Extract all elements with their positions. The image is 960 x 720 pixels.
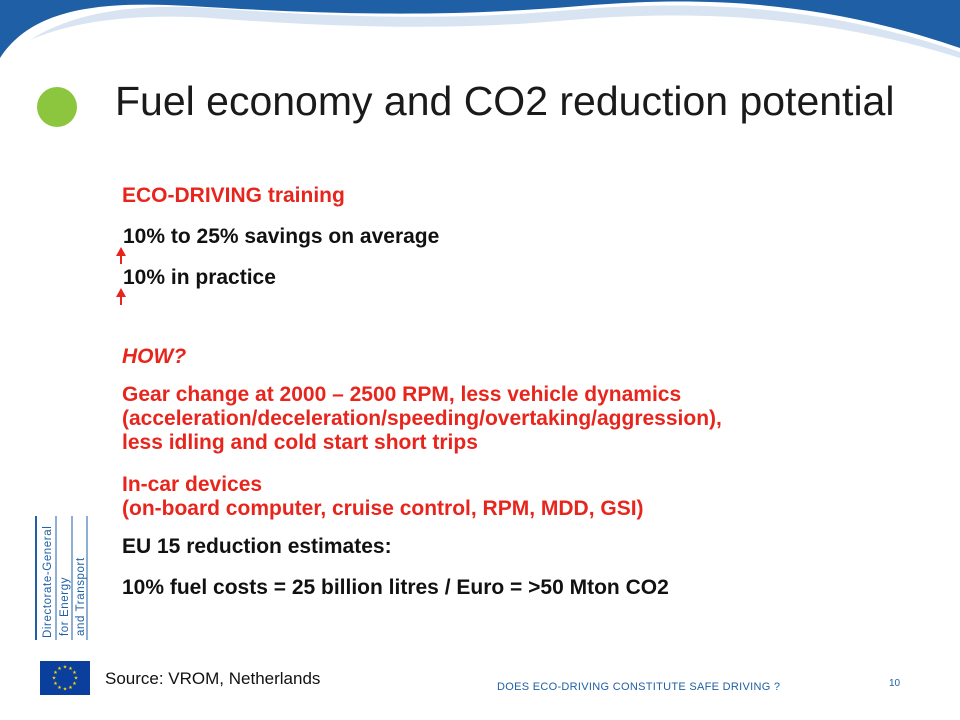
slide-body: ECO-DRIVING training 10% to 25% savings … — [116, 184, 942, 600]
svg-text:★: ★ — [72, 681, 77, 687]
svg-text:★: ★ — [63, 687, 68, 693]
directorate-general-logo: Directorate-General for Energy and Trans… — [35, 516, 88, 640]
slide-title: Fuel economy and CO2 reduction potential — [115, 78, 895, 124]
savings-practice-item: 10% in practice — [116, 266, 942, 305]
svg-text:★: ★ — [74, 676, 79, 682]
header-swoosh — [0, 0, 960, 59]
page-number: 10 — [889, 678, 901, 689]
svg-text:★: ★ — [68, 685, 73, 691]
eco-driving-heading: ECO-DRIVING training — [122, 184, 345, 207]
svg-text:★: ★ — [53, 670, 58, 676]
incar-line-2: (on-board computer, cruise control, RPM,… — [122, 497, 644, 520]
svg-text:★: ★ — [63, 665, 68, 671]
eu-flag-icon: ★ ★ ★ ★ ★ ★ ★ ★ ★ ★ ★ ★ — [40, 661, 90, 695]
how-heading: HOW? — [122, 345, 187, 368]
svg-text:★: ★ — [53, 681, 58, 687]
eu-detail: 10% fuel costs = 25 billion litres / Eur… — [122, 576, 669, 599]
title-bullet-dot — [37, 87, 77, 127]
gear-line-1: Gear change at 2000 – 2500 RPM, less veh… — [122, 383, 682, 406]
logo-line-1: Directorate-General — [42, 526, 54, 638]
svg-text:★: ★ — [57, 685, 62, 691]
gear-line-2: (acceleration/deceleration/speeding/over… — [122, 407, 722, 430]
savings-average-item: 10% to 25% savings on average — [116, 225, 942, 264]
savings-practice-text: 10% in practice — [123, 266, 276, 289]
eu-heading: EU 15 reduction estimates: — [122, 535, 392, 558]
source-note: Source: VROM, Netherlands — [105, 669, 321, 688]
footer-text: DOES ECO-DRIVING CONSTITUTE SAFE DRIVING… — [497, 681, 781, 693]
savings-average-text: 10% to 25% savings on average — [123, 225, 440, 248]
svg-text:★: ★ — [52, 676, 57, 682]
gear-line-3: less idling and cold start short trips — [122, 431, 478, 454]
svg-text:★: ★ — [68, 666, 73, 672]
svg-text:★: ★ — [72, 670, 77, 676]
logo-line-2: for Energy — [59, 577, 71, 636]
svg-text:★: ★ — [57, 666, 62, 672]
incar-line-1: In-car devices — [122, 473, 263, 496]
logo-line-3: and Transport — [75, 557, 87, 636]
